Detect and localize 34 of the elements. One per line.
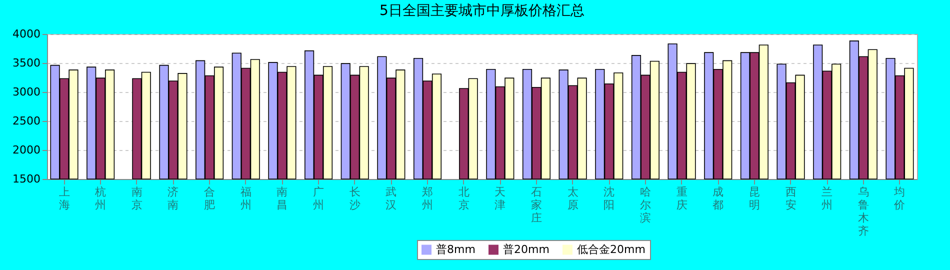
x-tick-label: 长沙 bbox=[349, 186, 360, 212]
x-tick-label: 武汉 bbox=[386, 186, 397, 212]
legend-label: 低合金20mm bbox=[577, 242, 646, 256]
x-tick-label: 太原 bbox=[567, 186, 578, 212]
y-tick-label: 3500 bbox=[12, 56, 40, 70]
x-tick-label: 广州 bbox=[313, 186, 324, 212]
x-tick-label: 济南 bbox=[168, 186, 179, 212]
y-tick-label: 1500 bbox=[12, 172, 40, 186]
x-tick-label: 南昌 bbox=[276, 186, 288, 212]
y-tick-label: 4000 bbox=[12, 28, 40, 40]
legend-label: 普20mm bbox=[503, 242, 550, 256]
x-tick-label: 哈尔滨 bbox=[640, 186, 651, 224]
x-tick-label: 天津 bbox=[494, 186, 506, 212]
y-tick-label: 2000 bbox=[12, 144, 40, 156]
x-tick-label: 均价 bbox=[893, 186, 906, 212]
x-tick-label: 杭州 bbox=[94, 186, 106, 212]
x-tick-label: 合肥 bbox=[204, 186, 216, 212]
x-tick-label: 重庆 bbox=[676, 186, 688, 212]
x-tick-label: 兰州 bbox=[822, 186, 833, 212]
y-tick-label: 3000 bbox=[12, 86, 40, 98]
x-tick-label: 南京 bbox=[131, 186, 142, 212]
y-tick-label: 2500 bbox=[12, 114, 40, 128]
x-tick-label: 乌鲁木齐 bbox=[858, 186, 869, 238]
x-tick-label: 上海 bbox=[58, 186, 70, 212]
x-tick-label: 西安 bbox=[785, 186, 796, 212]
legend-label: 普8mm bbox=[436, 242, 476, 256]
x-tick-label: 成都 bbox=[712, 186, 724, 212]
x-tick-label: 石家庄 bbox=[530, 186, 542, 224]
x-tick-label: 沈阳 bbox=[604, 186, 615, 212]
chart-title: 5日全国主要城市中厚板价格汇总 bbox=[380, 3, 584, 19]
x-tick-label: 北京 bbox=[458, 186, 470, 212]
x-tick-label: 昆明 bbox=[748, 186, 760, 212]
x-tick-label: 福州 bbox=[240, 186, 252, 212]
x-tick-label: 郑州 bbox=[422, 186, 434, 212]
